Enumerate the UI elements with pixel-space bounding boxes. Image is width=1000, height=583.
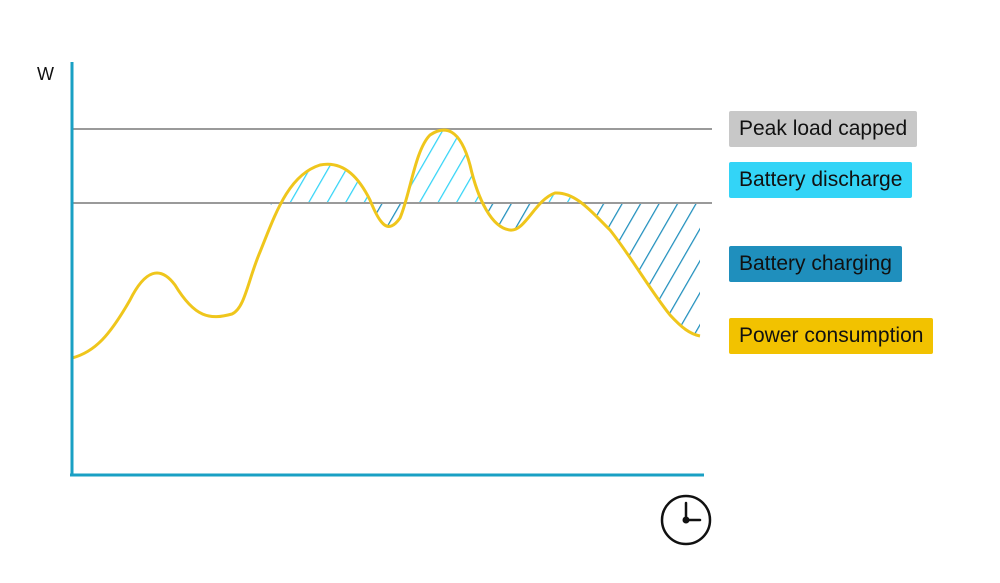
legend-battery-discharge: Battery discharge <box>729 162 913 198</box>
legend-battery-charging: Battery charging <box>729 246 902 282</box>
legend-peak-load-capped: Peak load capped <box>729 111 918 147</box>
discharge-hatch-area <box>72 130 700 203</box>
charging-hatch-area <box>270 203 700 336</box>
legend-power-consumption: Power consumption <box>729 318 934 354</box>
y-axis-unit-label: W <box>37 64 54 84</box>
power-consumption-curve <box>71 128 701 360</box>
clock-icon <box>660 494 712 546</box>
